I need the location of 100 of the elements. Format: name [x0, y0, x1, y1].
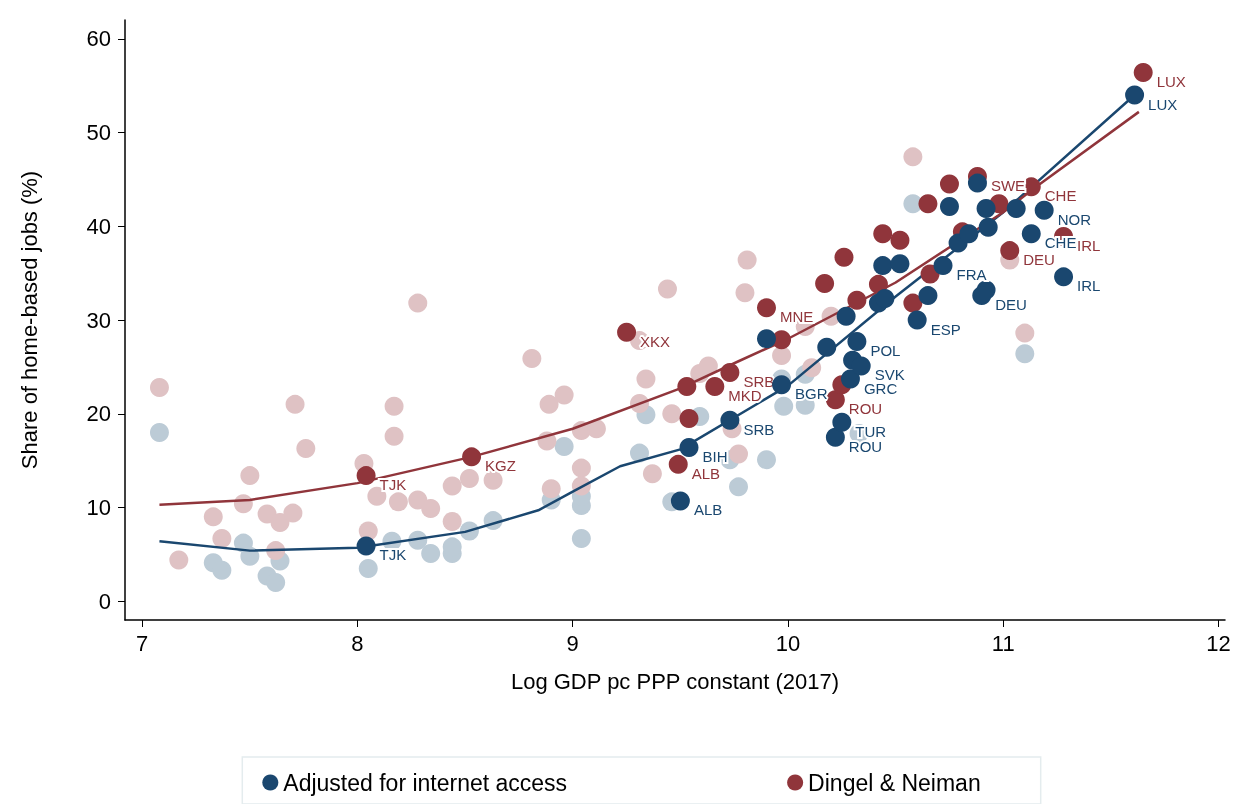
point: [918, 194, 938, 214]
point: [735, 283, 755, 303]
y-axis-title: Share of home-based jobs (%): [16, 170, 42, 470]
data-label: FRA: [956, 266, 987, 284]
legend-label: Dingel & Neiman: [808, 769, 981, 796]
point: [1034, 200, 1054, 220]
point: [421, 543, 441, 563]
x-axis-title: Log GDP pc PPP constant (2017): [510, 668, 840, 694]
point: [1000, 241, 1020, 261]
point: [459, 468, 479, 488]
point: [705, 377, 725, 397]
point: [847, 332, 867, 352]
data-label: SRB: [743, 420, 775, 438]
data-label: LUX: [1156, 73, 1186, 90]
point: [1006, 198, 1026, 218]
point: [840, 369, 860, 389]
point: [668, 454, 688, 474]
point: [698, 356, 718, 376]
data-label: XKX: [640, 332, 671, 350]
point: [442, 512, 462, 532]
point: [636, 369, 656, 389]
y-tick-label: 60: [86, 26, 111, 52]
point: [907, 310, 927, 330]
point: [483, 470, 503, 490]
point: [967, 173, 987, 193]
point: [737, 250, 757, 270]
x-tick-label: 8: [351, 630, 364, 656]
point: [873, 224, 893, 244]
point: [571, 458, 591, 478]
point: [240, 466, 260, 486]
point: [757, 329, 776, 349]
point: [169, 550, 189, 570]
point: [832, 412, 852, 432]
point: [873, 256, 893, 276]
point: [571, 528, 591, 548]
point: [868, 274, 888, 294]
data-label: NOR: [1057, 210, 1092, 228]
y-tick-label: 50: [86, 120, 111, 145]
point: [149, 423, 169, 442]
point: [757, 298, 776, 318]
data-label: LUX: [1148, 95, 1178, 113]
point: [757, 450, 776, 470]
point: [356, 466, 376, 486]
point: [729, 444, 748, 464]
point: [939, 197, 959, 217]
y-tick-label: 0: [98, 588, 111, 614]
point: [939, 174, 959, 194]
point: [1015, 323, 1035, 343]
point: [642, 464, 662, 484]
point: [890, 254, 910, 274]
point: [890, 230, 910, 250]
data-label: TJK: [379, 476, 407, 494]
point: [774, 396, 794, 416]
point: [1015, 344, 1035, 364]
point: [679, 438, 699, 457]
point: [1125, 85, 1145, 105]
point: [462, 447, 482, 467]
point: [978, 217, 998, 237]
data-label: SRB: [743, 373, 775, 390]
point: [522, 348, 542, 368]
point: [212, 528, 232, 548]
y-tick-label: 20: [86, 401, 111, 427]
point: [772, 375, 792, 395]
point: [677, 377, 697, 397]
point: [384, 396, 404, 416]
point: [918, 286, 938, 306]
data-label: CHE: [1044, 234, 1077, 252]
point: [212, 560, 232, 580]
point: [554, 385, 574, 405]
point: [772, 346, 792, 366]
point: [266, 573, 286, 592]
data-label: ALB: [691, 464, 721, 482]
point: [384, 426, 404, 446]
point: [586, 419, 606, 439]
point: [679, 408, 699, 428]
data-label: DEU: [995, 296, 1027, 314]
data-label: KGZ: [485, 457, 516, 475]
point: [720, 410, 740, 430]
x-tick-label: 7: [136, 630, 149, 656]
data-label: IRL: [1077, 237, 1101, 255]
point: [539, 394, 559, 414]
point: [817, 337, 837, 357]
point: [720, 363, 740, 382]
point: [903, 147, 923, 167]
data-label: CHE: [1044, 187, 1077, 205]
y-tick-label: 10: [86, 495, 111, 520]
data-label: ALB: [693, 501, 723, 519]
point: [959, 224, 979, 244]
point: [815, 273, 835, 293]
point: [875, 288, 895, 308]
point: [285, 394, 305, 414]
legend-label: Adjusted for internet access: [283, 769, 568, 796]
point: [825, 427, 845, 447]
point: [847, 290, 867, 310]
point: [283, 503, 303, 523]
point: [851, 356, 871, 376]
x-tick-label: 11: [991, 630, 1015, 656]
data-label: MNE: [779, 308, 814, 326]
point: [270, 513, 290, 532]
point: [442, 476, 462, 496]
